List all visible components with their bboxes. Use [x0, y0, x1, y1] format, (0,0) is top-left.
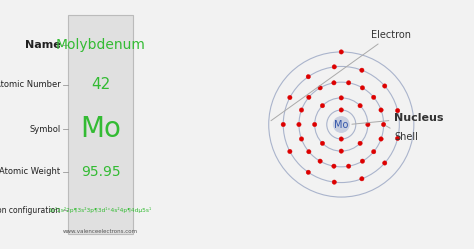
Text: Molybdenum: Molybdenum: [55, 38, 146, 52]
Circle shape: [288, 95, 292, 100]
Circle shape: [306, 170, 310, 175]
Circle shape: [320, 141, 325, 145]
Circle shape: [372, 95, 376, 99]
Circle shape: [395, 136, 400, 141]
Circle shape: [339, 96, 344, 100]
Circle shape: [360, 68, 364, 72]
Text: 1s²2s²2p¶3s²3p¶3d¹°4s²4p¶4dµ5s¹: 1s²2s²2p¶3s²3p¶3d¹°4s²4p¶4dµ5s¹: [49, 207, 152, 213]
Circle shape: [318, 159, 322, 163]
Circle shape: [307, 95, 311, 99]
Circle shape: [318, 86, 322, 90]
Text: Mo: Mo: [80, 116, 121, 143]
Text: www.valenceelectrons.com: www.valenceelectrons.com: [63, 229, 138, 234]
Text: Electron: Electron: [271, 30, 411, 121]
Circle shape: [339, 149, 344, 153]
Circle shape: [360, 159, 365, 163]
Circle shape: [395, 108, 400, 113]
Circle shape: [332, 81, 336, 85]
Circle shape: [366, 122, 370, 127]
Circle shape: [339, 50, 344, 54]
Circle shape: [332, 164, 336, 168]
Circle shape: [281, 122, 285, 127]
Text: 95.95: 95.95: [81, 165, 120, 179]
Circle shape: [339, 137, 344, 141]
Circle shape: [382, 122, 386, 127]
Circle shape: [346, 164, 351, 168]
Circle shape: [332, 180, 337, 184]
Circle shape: [320, 104, 325, 108]
Circle shape: [383, 161, 387, 165]
Text: Symbol: Symbol: [29, 125, 60, 134]
Circle shape: [333, 117, 349, 132]
Circle shape: [288, 149, 292, 154]
Circle shape: [358, 104, 362, 108]
Circle shape: [312, 122, 317, 127]
Circle shape: [379, 108, 383, 112]
Text: Shell: Shell: [386, 126, 418, 142]
Circle shape: [307, 150, 311, 154]
Circle shape: [299, 137, 304, 141]
Circle shape: [360, 86, 365, 90]
Circle shape: [379, 137, 383, 141]
Text: 42: 42: [91, 77, 110, 92]
Text: Nucleus: Nucleus: [352, 113, 444, 124]
Circle shape: [372, 150, 376, 154]
Text: Mo: Mo: [334, 120, 348, 129]
Circle shape: [346, 81, 351, 85]
Circle shape: [358, 141, 362, 145]
Text: Atomic Weight: Atomic Weight: [0, 167, 60, 176]
Circle shape: [306, 74, 310, 79]
Circle shape: [332, 65, 337, 69]
Text: Name: Name: [25, 40, 60, 50]
Circle shape: [297, 122, 301, 127]
FancyBboxPatch shape: [68, 15, 133, 234]
Circle shape: [299, 108, 304, 112]
Text: Electron configuration: Electron configuration: [0, 206, 60, 215]
Circle shape: [339, 108, 344, 112]
Circle shape: [360, 177, 364, 181]
Text: Atomic Number: Atomic Number: [0, 80, 60, 89]
Circle shape: [383, 84, 387, 88]
